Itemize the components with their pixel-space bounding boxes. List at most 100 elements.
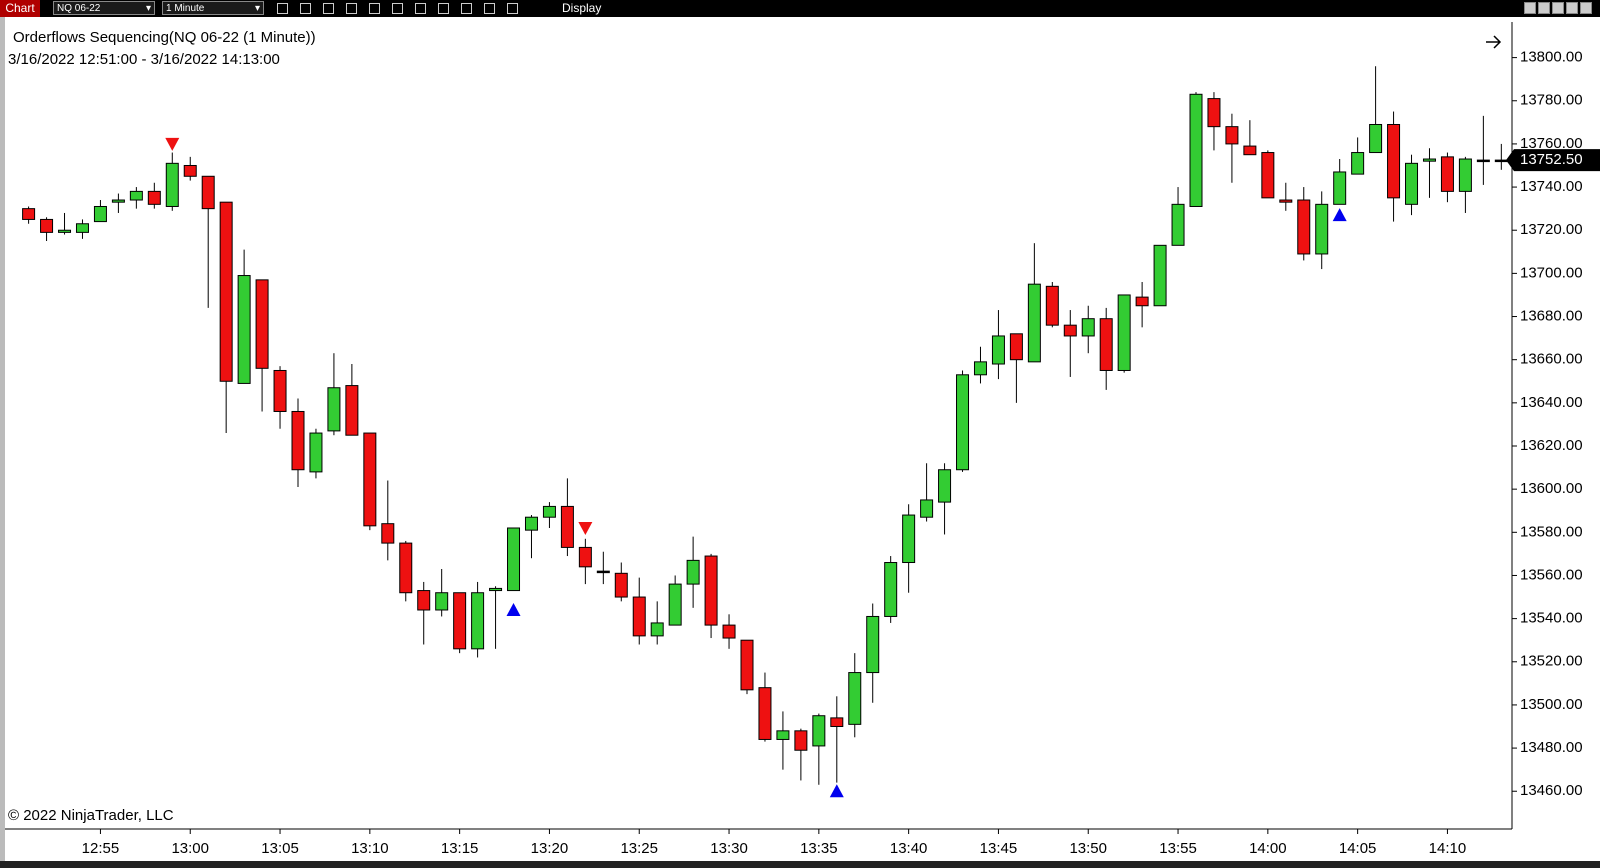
tool-icon[interactable] [484,3,495,14]
candle-body [920,499,934,518]
candle-body [542,505,556,518]
tool-icon[interactable] [369,3,380,14]
candle-body [991,335,1005,365]
y-tick-label: 13680.00 [1520,308,1583,325]
window-button[interactable] [1566,2,1578,14]
candle-body [650,622,664,637]
tool-icon[interactable] [277,3,288,14]
chart-title: Orderflows Sequencing(NQ 06-22 (1 Minute… [13,29,316,46]
y-tick-label: 13460.00 [1520,782,1583,799]
candle-body [902,514,916,564]
y-tick-label: 13740.00 [1520,178,1583,195]
y-tick-label: 13480.00 [1520,739,1583,756]
window-button[interactable] [1524,2,1536,14]
candle-body [1009,333,1023,361]
candle-body [830,717,844,728]
tool-icon[interactable] [346,3,357,14]
y-tick-label: 13640.00 [1520,394,1583,411]
candle-body [794,730,808,751]
interval-select[interactable]: 1 Minute [162,1,264,16]
y-tick-label: 13580.00 [1520,523,1583,540]
candle-body [219,201,233,382]
bottom-border [0,861,1600,868]
candle-body [1099,318,1113,371]
candle-body [632,596,646,637]
candle-body [1153,244,1167,307]
candle-body [165,162,179,207]
candle-body [417,590,431,611]
candle-body [1476,159,1490,163]
candle-body [507,527,521,592]
tool-icon[interactable] [300,3,311,14]
x-tick-label: 13:50 [1069,840,1107,857]
instrument-select[interactable]: NQ 06-22 [53,1,155,16]
tool-icon[interactable] [323,3,334,14]
window-button[interactable] [1580,2,1592,14]
tool-icon[interactable] [438,3,449,14]
x-tick-label: 13:35 [800,840,838,857]
candle-body [1351,152,1365,175]
candle-body [848,672,862,725]
candle-body [776,730,790,740]
y-tick-label: 13780.00 [1520,92,1583,109]
candle-body [58,229,72,233]
candle-body [1171,203,1185,246]
y-tick-label: 13720.00 [1520,221,1583,238]
tool-icon[interactable] [507,3,518,14]
y-tick-label: 13540.00 [1520,610,1583,627]
candle-body [1440,156,1454,192]
x-tick-label: 14:00 [1249,840,1287,857]
chart-tab[interactable]: Chart [0,0,40,17]
candle-body [614,572,628,598]
scroll-arrow[interactable] [1486,35,1502,49]
candle-body [956,374,970,471]
tool-icon[interactable] [392,3,403,14]
candle-body [399,542,413,594]
sell-signal [578,521,593,535]
window-button[interactable] [1538,2,1550,14]
y-tick-label: 13660.00 [1520,351,1583,368]
y-tick-label: 13560.00 [1520,566,1583,583]
buy-signal [1332,208,1347,222]
candle-body [740,639,754,691]
candle-body [758,687,772,740]
candle-body [327,387,341,432]
buy-signal [506,602,521,616]
candle-body [884,562,898,617]
y-tick-label: 13760.00 [1520,135,1583,152]
candle-body [866,615,880,674]
candle-body [938,469,952,503]
chart-background [0,17,1600,868]
candle-body [183,164,197,177]
sell-signal [165,137,180,151]
candle-body [381,523,395,544]
tool-icon[interactable] [415,3,426,14]
x-tick-label: 13:05 [261,840,299,857]
buy-signal [829,784,844,798]
candle-body [273,369,287,412]
candle-body [345,385,359,436]
candle-body [1117,294,1131,371]
x-tick-label: 13:20 [531,840,569,857]
y-tick-label: 13520.00 [1520,653,1583,670]
tool-icon[interactable] [461,3,472,14]
display-menu[interactable]: Display [562,1,602,15]
y-tick-label: 13500.00 [1520,696,1583,713]
chart-subtitle: 3/16/2022 12:51:00 - 3/16/2022 14:13:00 [8,51,280,68]
candle-body [1045,285,1059,326]
candle-body [489,587,503,592]
candle-body [255,279,269,369]
left-border [0,17,5,868]
candle-body [471,592,485,650]
candle-body [560,505,574,548]
y-tick-label: 13800.00 [1520,49,1583,66]
y-tick-label: 13600.00 [1520,480,1583,497]
y-tick-label: 13620.00 [1520,437,1583,454]
candle-body [668,583,682,626]
candle-body [237,275,251,384]
window-button[interactable] [1552,2,1564,14]
candle-body [973,361,987,376]
candle-body [1225,126,1239,145]
candle-body [1243,145,1257,156]
candle-body [1315,203,1329,255]
